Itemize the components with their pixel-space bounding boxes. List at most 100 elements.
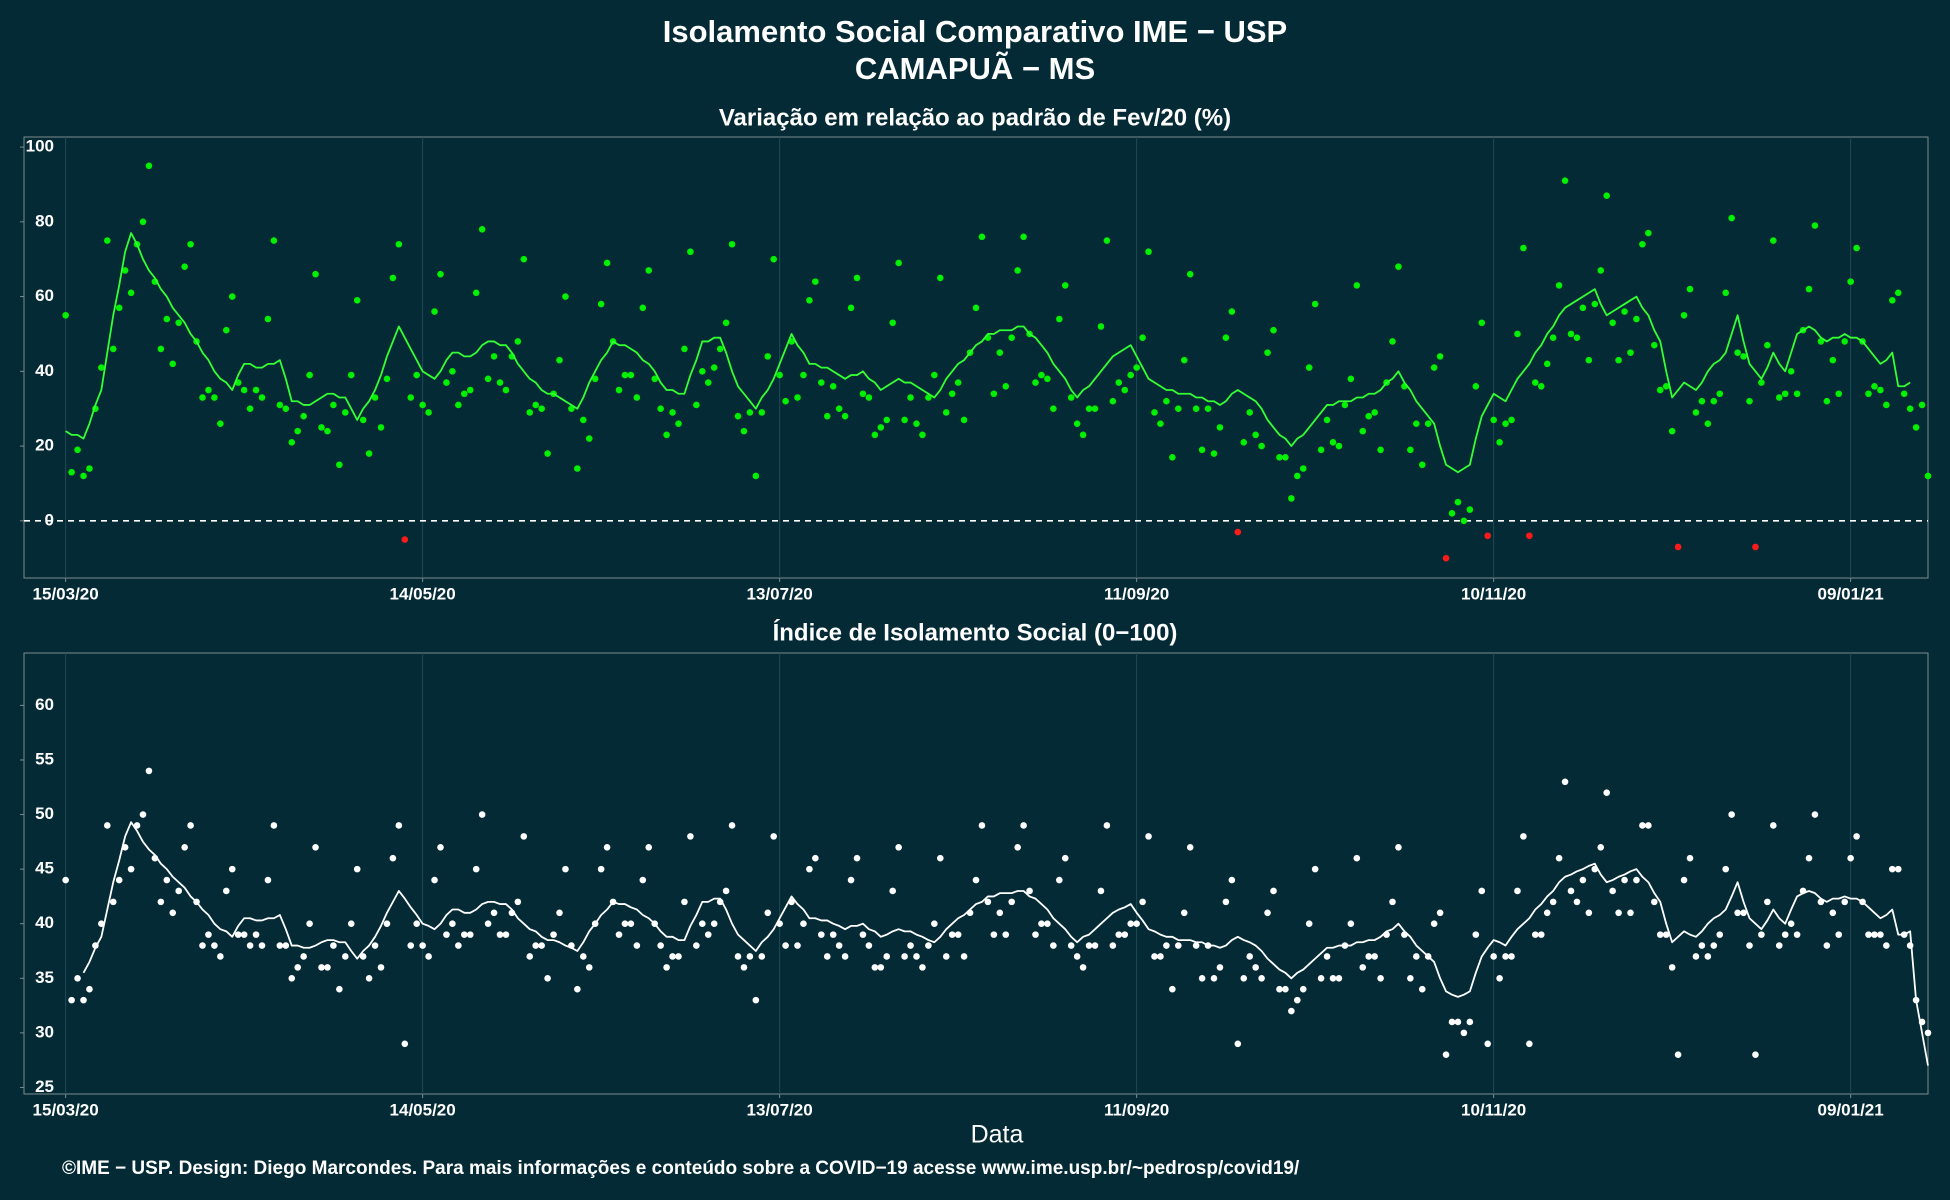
plot-area — [23, 652, 1929, 1095]
point — [1329, 974, 1337, 982]
point — [466, 931, 474, 938]
point — [1645, 229, 1652, 237]
point — [1085, 942, 1093, 949]
point — [312, 270, 319, 278]
point — [282, 405, 290, 413]
point — [1591, 300, 1599, 308]
point — [1365, 953, 1372, 960]
point — [972, 876, 980, 884]
point — [1543, 360, 1551, 368]
point — [1829, 909, 1837, 917]
point — [318, 964, 325, 971]
point — [1537, 931, 1545, 938]
point — [1912, 424, 1920, 431]
point — [1365, 412, 1372, 420]
point — [1490, 416, 1497, 424]
point — [1008, 898, 1015, 906]
point — [127, 289, 135, 297]
point — [538, 942, 545, 949]
point — [1240, 439, 1248, 446]
point — [1502, 953, 1509, 960]
point — [1448, 510, 1456, 517]
point — [1377, 446, 1384, 454]
y-tick-label: 35 — [35, 968, 54, 987]
point — [240, 931, 248, 938]
point — [550, 931, 557, 938]
y-tick-label: 25 — [35, 1077, 54, 1096]
point — [1585, 356, 1593, 364]
point — [1847, 854, 1854, 862]
point — [907, 394, 914, 401]
point — [1496, 439, 1503, 446]
point — [1020, 822, 1027, 829]
point — [437, 844, 444, 851]
point — [1061, 282, 1069, 289]
y-tick-label: 80 — [35, 211, 54, 230]
point — [1871, 382, 1878, 390]
point — [1145, 248, 1152, 256]
point — [1639, 822, 1646, 829]
point — [1841, 338, 1848, 345]
point — [1496, 974, 1503, 982]
point — [585, 964, 593, 971]
point — [942, 409, 950, 416]
point — [353, 297, 361, 304]
point — [859, 390, 867, 398]
point — [175, 319, 182, 327]
point — [199, 394, 206, 401]
point — [1151, 409, 1158, 416]
footer: ©IME − USP. Design: Diego Marcondes. Par… — [62, 1158, 1300, 1179]
point — [818, 931, 825, 938]
point — [246, 942, 254, 949]
point — [1258, 974, 1265, 982]
point — [818, 379, 825, 386]
chart-title: Variação em relação ao padrão de Fev/20 … — [719, 104, 1231, 131]
point — [109, 345, 117, 353]
point — [1329, 439, 1337, 446]
point — [157, 345, 165, 353]
point — [1216, 424, 1224, 431]
point — [931, 371, 938, 379]
point — [532, 942, 539, 949]
point — [681, 345, 688, 353]
point — [812, 278, 819, 285]
point — [1097, 323, 1105, 330]
point — [211, 394, 218, 401]
point — [889, 319, 896, 327]
point — [1139, 898, 1146, 906]
point — [1704, 953, 1712, 960]
point — [580, 416, 587, 424]
point — [1704, 420, 1712, 427]
point — [1311, 300, 1319, 308]
point — [211, 942, 218, 949]
point — [1508, 953, 1515, 960]
point — [264, 876, 272, 884]
point — [770, 255, 777, 263]
point — [205, 931, 212, 938]
point — [913, 420, 920, 427]
point — [1163, 942, 1170, 949]
point — [1222, 898, 1230, 906]
point — [1454, 1018, 1462, 1026]
point — [1567, 330, 1575, 338]
point — [1793, 390, 1801, 398]
point — [883, 416, 891, 424]
point — [574, 465, 581, 472]
point — [1305, 364, 1313, 371]
point — [157, 898, 165, 906]
x-tick-label: 15/03/20 — [33, 584, 99, 603]
point — [526, 409, 534, 416]
point — [1645, 822, 1652, 829]
point — [627, 920, 635, 928]
point — [407, 394, 415, 401]
point — [1823, 942, 1831, 949]
point — [1835, 390, 1843, 398]
point — [984, 898, 992, 906]
point — [1787, 920, 1795, 928]
point — [270, 822, 278, 829]
point — [264, 315, 272, 323]
point — [145, 767, 153, 775]
point — [1127, 920, 1134, 928]
point — [1472, 931, 1480, 938]
point — [704, 931, 712, 938]
